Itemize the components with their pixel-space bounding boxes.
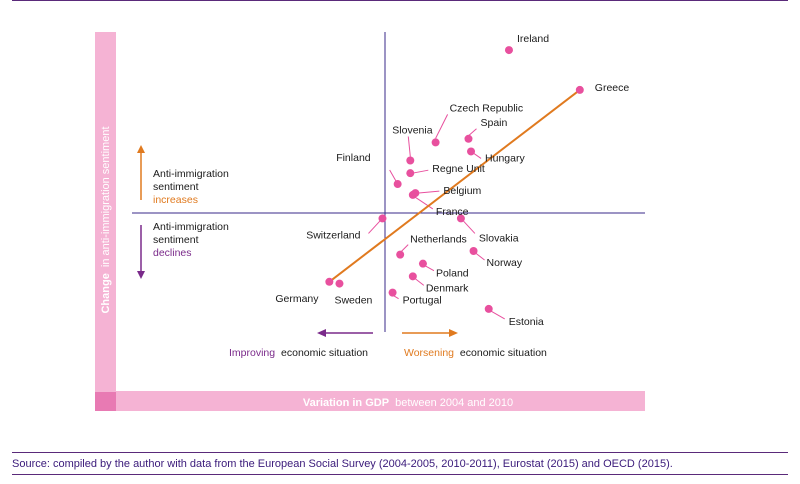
leader-line-slovenia bbox=[407, 136, 411, 157]
top-rule bbox=[12, 0, 788, 1]
data-point-france bbox=[408, 190, 417, 199]
worsening-rest: economic situation bbox=[460, 347, 547, 359]
point-label-belgium: Belgium bbox=[443, 185, 481, 197]
data-point-denmark bbox=[408, 272, 417, 281]
x-axis-title-bold: Variation in GDP bbox=[303, 397, 389, 409]
leader-line-regne-unit bbox=[412, 169, 429, 174]
data-point-estonia bbox=[484, 304, 493, 313]
sentiment-declines-note: Anti-immigration sentiment declines bbox=[153, 221, 229, 260]
source-rule-top bbox=[12, 452, 788, 453]
leader-line-france bbox=[414, 196, 434, 210]
leader-line-belgium bbox=[417, 190, 440, 194]
y-axis-band bbox=[95, 32, 116, 392]
data-point-czech-republic bbox=[431, 138, 440, 147]
axis-corner-block bbox=[95, 391, 116, 411]
left-arrow-icon bbox=[317, 329, 373, 337]
worsening-caption: Worsening economic situation bbox=[404, 347, 547, 359]
improving-rest: economic situation bbox=[281, 347, 368, 359]
improving-word: Improving bbox=[229, 347, 275, 359]
data-point-slovakia bbox=[456, 214, 465, 223]
x-axis-title: Variation in GDP between 2004 and 2010 bbox=[303, 397, 513, 409]
leader-line-denmark bbox=[414, 277, 425, 286]
increases-line-3: increases bbox=[153, 194, 198, 206]
declines-line-2: sentiment bbox=[153, 234, 199, 246]
data-point-regne-unit bbox=[406, 169, 415, 178]
x-axis-band bbox=[95, 391, 645, 411]
declines-line-3: declines bbox=[153, 247, 192, 259]
point-label-estonia: Estonia bbox=[509, 316, 544, 328]
increases-line-1: Anti-immigration bbox=[153, 168, 229, 180]
point-label-czech-republic: Czech Republic bbox=[450, 102, 524, 114]
point-label-slovenia: Slovenia bbox=[392, 125, 432, 137]
up-arrow-icon bbox=[137, 145, 145, 200]
improving-caption: Improving economic situation bbox=[229, 347, 368, 359]
data-point-spain bbox=[464, 134, 473, 143]
data-point-poland bbox=[418, 259, 427, 268]
point-label-portugal: Portugal bbox=[403, 295, 442, 307]
point-label-finland: Finland bbox=[336, 152, 371, 164]
point-label-spain: Spain bbox=[480, 117, 507, 129]
data-point-greece bbox=[575, 85, 584, 94]
leader-line-estonia bbox=[490, 310, 505, 320]
data-point-slovenia bbox=[406, 156, 415, 165]
source-note: Source: compiled by the author with data… bbox=[12, 458, 673, 470]
data-point-sweden bbox=[335, 279, 344, 288]
point-label-netherlands: Netherlands bbox=[410, 234, 467, 246]
worsening-word: Worsening bbox=[404, 347, 454, 359]
y-axis-title: Change in anti-immigration sentiment bbox=[100, 126, 112, 313]
point-label-sweden: Sweden bbox=[334, 295, 372, 307]
point-label-poland: Poland bbox=[436, 268, 469, 280]
point-label-denmark: Denmark bbox=[426, 282, 469, 294]
data-point-portugal bbox=[388, 288, 397, 297]
leader-line-poland bbox=[424, 265, 435, 272]
right-arrow-icon bbox=[402, 329, 458, 337]
leader-line-slovakia bbox=[462, 220, 476, 234]
point-label-norway: Norway bbox=[487, 257, 523, 269]
data-point-finland bbox=[393, 180, 402, 189]
data-point-germany bbox=[325, 277, 334, 286]
data-point-netherlands bbox=[396, 250, 405, 259]
y-axis-title-bold: Change bbox=[100, 273, 112, 313]
data-point-switzerland bbox=[378, 214, 387, 223]
point-label-greece: Greece bbox=[595, 82, 630, 94]
leader-line-czech-republic bbox=[435, 114, 449, 139]
increases-line-2: sentiment bbox=[153, 181, 199, 193]
point-label-switzerland: Switzerland bbox=[306, 229, 360, 241]
data-point-norway bbox=[469, 247, 478, 256]
data-point-hungary bbox=[467, 147, 476, 156]
point-label-ireland: Ireland bbox=[517, 33, 549, 45]
point-label-france: France bbox=[436, 206, 469, 218]
data-point-ireland bbox=[504, 46, 513, 55]
y-axis-title-rest: in anti-immigration sentiment bbox=[100, 126, 112, 267]
point-label-germany: Germany bbox=[275, 293, 319, 305]
leader-line-norway bbox=[475, 252, 485, 261]
trend-line bbox=[328, 89, 581, 283]
point-label-regne-unit: Regne Unit bbox=[432, 163, 485, 175]
leader-line-switzerland bbox=[368, 220, 381, 234]
sentiment-increases-note: Anti-immigration sentiment increases bbox=[153, 168, 229, 207]
down-arrow-icon bbox=[137, 225, 145, 279]
point-label-slovakia: Slovakia bbox=[479, 232, 519, 244]
point-label-hungary: Hungary bbox=[485, 152, 525, 164]
x-axis-title-rest: between 2004 and 2010 bbox=[395, 397, 513, 409]
source-rule-bottom bbox=[12, 474, 788, 475]
declines-line-1: Anti-immigration bbox=[153, 221, 229, 233]
leader-line-spain bbox=[468, 128, 477, 137]
